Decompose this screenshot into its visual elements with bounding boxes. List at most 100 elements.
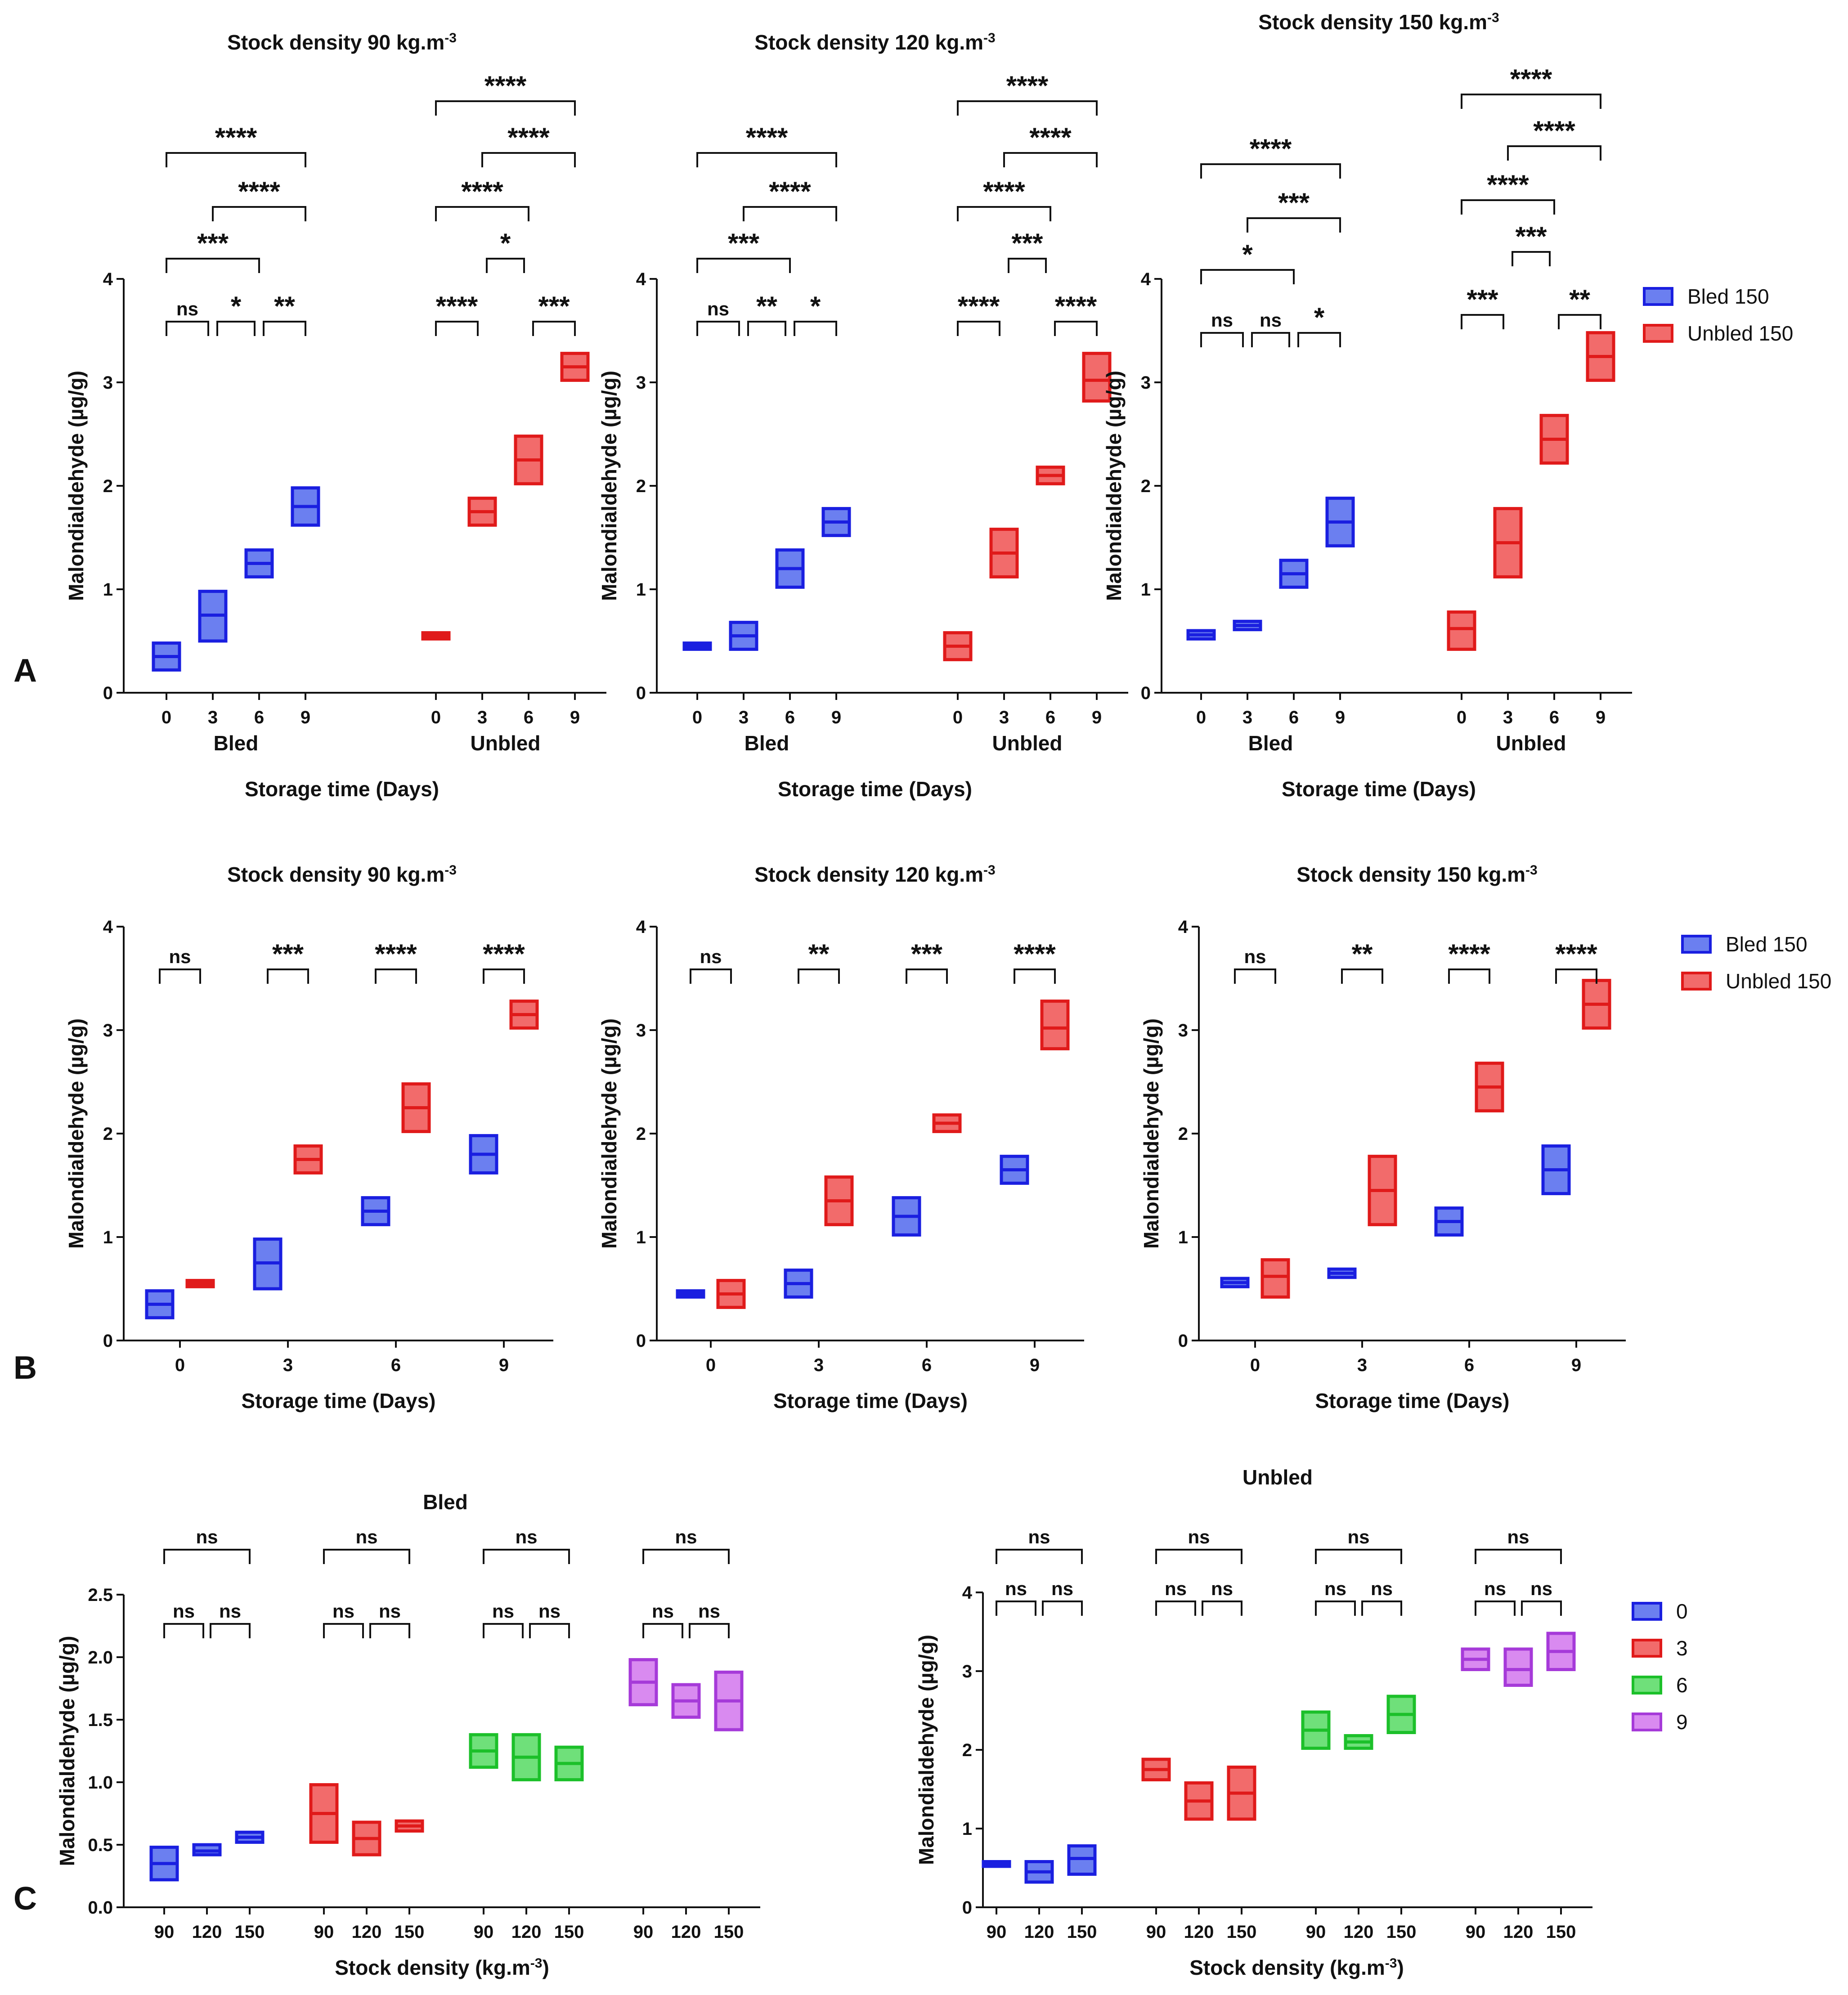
x-tick-label: 0 xyxy=(1250,1355,1260,1375)
significance-bracket xyxy=(532,321,576,336)
x-tick-label: 3 xyxy=(208,708,218,727)
significance-bracket xyxy=(1200,163,1341,179)
y-tick-label: 1 xyxy=(962,1819,972,1839)
significance-label: **** xyxy=(507,122,550,152)
significance-label: ** xyxy=(808,939,830,969)
x-tick-label: 3 xyxy=(1357,1355,1367,1375)
significance-bracket xyxy=(323,1549,410,1564)
significance-bracket xyxy=(435,321,479,336)
significance-label: ns xyxy=(675,1526,697,1547)
chart-B3: 0 1 2 3 4 Stock density 150 kg.m-3 Malondialde… xyxy=(1139,863,1626,1412)
chart-C2: 0 1 2 3 4 Unbled Malondialdehyde (µg/g) 90 120 15… xyxy=(915,1466,1592,1979)
significance-bracket xyxy=(1251,332,1290,347)
y-tick-label: 2 xyxy=(962,1740,972,1760)
significance-label: **** xyxy=(215,122,257,152)
significance-bracket xyxy=(369,1623,410,1638)
significance-label: *** xyxy=(538,291,570,321)
legend-C: 0 3 6 9 xyxy=(1632,1600,1688,1734)
legend-label: 6 xyxy=(1676,1673,1688,1697)
x-axis-label: Storage time (Days) xyxy=(241,1389,435,1412)
significance-label: ns xyxy=(538,1600,561,1622)
significance-bracket xyxy=(906,968,948,984)
x-tick-label: 9 xyxy=(499,1355,509,1375)
significance-bracket xyxy=(166,321,209,336)
chart-A1: 0 1 2 3 4 Stock density 90 kg.m-3 Malondialdeh… xyxy=(64,31,606,801)
x-tick-label: 0 xyxy=(1196,708,1206,727)
chart-title: Unbled xyxy=(1242,1466,1313,1489)
y-axis-label: Malondialdehyde (µg/g) xyxy=(55,1636,79,1866)
significance-label: **** xyxy=(375,939,417,969)
significance-label: **** xyxy=(1006,71,1049,101)
legend-swatch xyxy=(1632,1676,1662,1695)
legend-B: Bled 150 Unbled 150 xyxy=(1681,932,1831,993)
group-label: Unbled xyxy=(471,731,541,755)
y-tick-label: 3 xyxy=(636,1021,646,1040)
x-tick-label: 120 xyxy=(1184,1922,1214,1942)
x-tick-label: 150 xyxy=(1227,1922,1257,1942)
significance-bracket xyxy=(267,968,309,984)
significance-label: ns xyxy=(1244,946,1266,967)
section-letter: A xyxy=(13,653,37,689)
y-tick-label: 0.5 xyxy=(88,1835,113,1855)
y-tick-label: 3 xyxy=(1141,373,1151,393)
y-tick-label: 1.0 xyxy=(88,1773,113,1793)
legend-label: Unbled 150 xyxy=(1687,322,1793,345)
y-tick-label: 4 xyxy=(1178,917,1189,937)
x-tick-label: 90 xyxy=(987,1922,1007,1942)
significance-bracket xyxy=(957,100,1098,116)
significance-bracket xyxy=(166,152,306,167)
x-tick-label: 0 xyxy=(431,708,441,727)
group-label: Unbled xyxy=(1496,731,1566,755)
significance-bracket xyxy=(1234,968,1276,984)
floating-bar xyxy=(1260,1258,1290,1299)
significance-bracket xyxy=(1461,94,1601,109)
significance-label: ns xyxy=(1211,1578,1233,1599)
x-tick-label: 120 xyxy=(1024,1922,1054,1942)
y-tick-label: 0.0 xyxy=(88,1898,113,1918)
legend-label: 9 xyxy=(1676,1710,1688,1734)
significance-label: ns xyxy=(355,1526,377,1547)
significance-bracket xyxy=(1315,1600,1356,1616)
x-tick-label: 120 xyxy=(671,1922,701,1942)
chart-title: Bled xyxy=(423,1490,468,1514)
significance-label: ns xyxy=(1188,1526,1210,1547)
chart-title: Stock density 120 kg.m-3 xyxy=(754,863,995,887)
significance-label: **** xyxy=(1510,64,1552,94)
significance-label: ns xyxy=(1028,1526,1050,1547)
y-tick-label: 2 xyxy=(636,1124,646,1144)
significance-label: **** xyxy=(1448,939,1490,969)
x-tick-label: 90 xyxy=(1466,1922,1486,1942)
significance-bracket xyxy=(798,968,840,984)
significance-bracket xyxy=(996,1600,1036,1616)
legend-label: 3 xyxy=(1676,1636,1688,1660)
y-tick-label: 0 xyxy=(1141,683,1151,703)
significance-bracket xyxy=(483,1549,570,1564)
x-tick-label: 90 xyxy=(154,1922,175,1942)
group-label: Bled xyxy=(745,731,789,755)
x-tick-label: 9 xyxy=(1092,708,1102,727)
floating-bar xyxy=(1082,352,1112,403)
significance-bracket xyxy=(375,968,417,984)
y-tick-label: 2 xyxy=(1178,1124,1188,1144)
x-tick-label: 6 xyxy=(1549,708,1559,727)
y-tick-label: 1 xyxy=(1141,580,1151,600)
significance-label: **** xyxy=(769,176,811,206)
y-tick-label: 4 xyxy=(636,917,646,937)
x-tick-label: 120 xyxy=(1344,1922,1374,1942)
y-tick-label: 3 xyxy=(103,1021,113,1040)
legend-swatch xyxy=(1632,1639,1662,1658)
y-tick-label: 2.0 xyxy=(88,1648,113,1668)
y-tick-label: 4 xyxy=(1141,269,1151,289)
legend-label: Bled 150 xyxy=(1726,932,1808,956)
x-tick-label: 90 xyxy=(1306,1922,1326,1942)
section-letter: B xyxy=(13,1350,37,1386)
significance-bracket xyxy=(1200,332,1244,347)
significance-bracket xyxy=(323,1623,364,1638)
significance-label: **** xyxy=(436,291,478,321)
legend-swatch xyxy=(1632,1602,1662,1621)
chart-A3: 0 1 2 3 4 Stock density 150 kg.m-3 Malondialde… xyxy=(1102,10,1632,801)
chart-C1: 0.0 0.5 1.0 1.5 2.0 2.5 Bled Malondialdehyde (µ… xyxy=(55,1490,760,1979)
significance-label: **** xyxy=(238,176,280,206)
x-tick-label: 6 xyxy=(1045,708,1055,727)
x-tick-label: 150 xyxy=(395,1922,425,1942)
